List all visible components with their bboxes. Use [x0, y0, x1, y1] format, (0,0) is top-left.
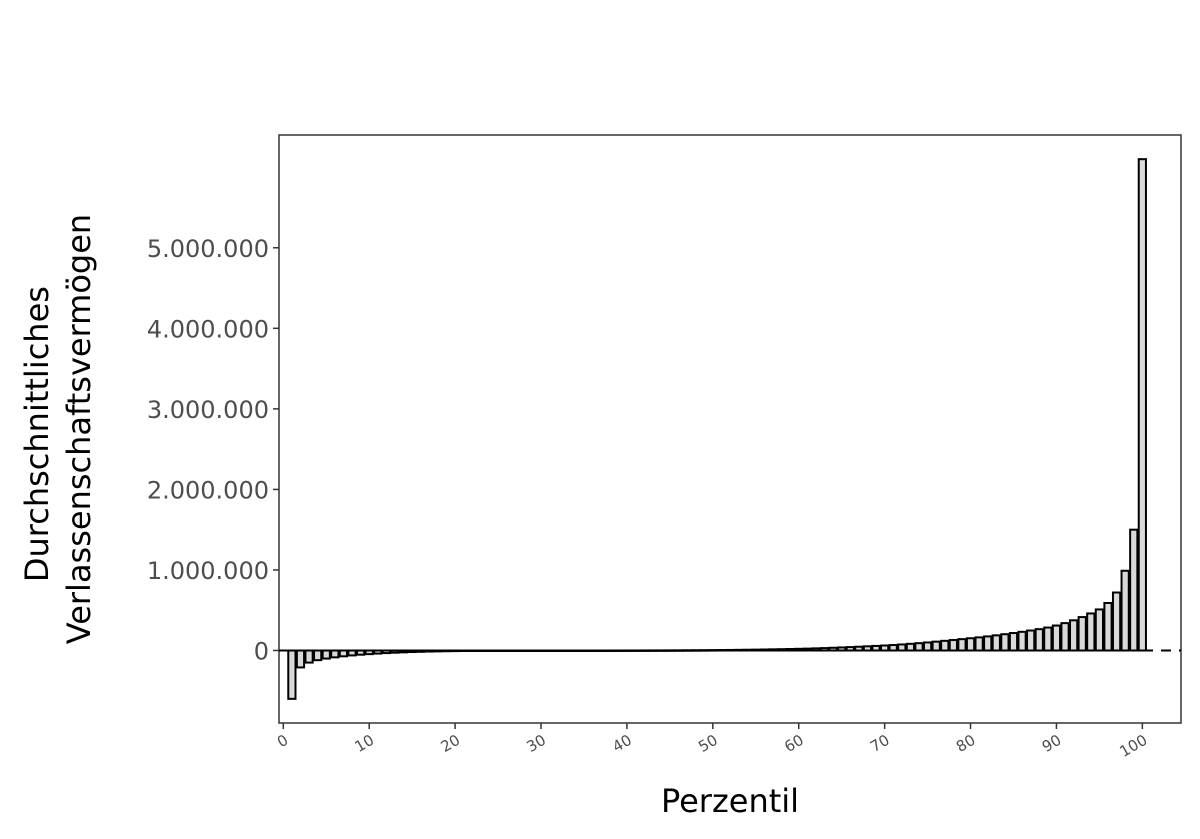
bars	[287, 158, 1147, 700]
bar-p86	[1017, 630, 1027, 652]
bar-p70	[880, 644, 890, 652]
bar-p7	[338, 649, 349, 658]
bar-p39	[613, 649, 623, 652]
bar-p3	[304, 649, 314, 664]
x-tick-label: 50	[695, 731, 721, 756]
y-axis-title-line-1: Durchschnittliches	[18, 286, 56, 582]
bar-p12	[381, 649, 391, 655]
x-tick-label: 30	[523, 731, 549, 756]
bar-p73	[905, 642, 916, 652]
x-tick-label: 20	[438, 731, 464, 756]
bar-p75	[922, 641, 933, 652]
bar-p77	[940, 639, 950, 652]
bar-p2	[295, 649, 306, 669]
x-tick-label: 40	[609, 731, 635, 756]
bar-p4	[313, 649, 323, 662]
bar-p43	[648, 649, 658, 652]
bar-p87	[1026, 629, 1036, 652]
bar-p97	[1111, 591, 1122, 652]
x-tick-label: 10	[352, 731, 378, 756]
bar-p68	[862, 645, 873, 652]
bar-p41	[630, 649, 641, 652]
bar-p6	[330, 649, 340, 659]
bar-p98	[1120, 569, 1130, 652]
bar-p89	[1043, 626, 1053, 652]
y-axis-title: Durchschnittliches Verlassenschaftsvermö…	[18, 214, 98, 644]
bar-p99	[1129, 528, 1139, 652]
x-axis-title: Perzentil	[661, 782, 799, 820]
bar-p5	[321, 649, 331, 660]
y-axis-title-line-2: Verlassenschaftsvermögen	[60, 214, 98, 644]
bar-p100	[1137, 158, 1147, 652]
bar-p62	[811, 647, 821, 652]
bar-p18	[433, 649, 443, 653]
x-tick-label: 60	[781, 731, 807, 756]
panel-border	[278, 134, 1182, 724]
x-tick-label: 100	[1117, 731, 1151, 761]
bar-p66	[845, 646, 855, 652]
bar-p81	[974, 636, 984, 652]
x-tick-label: 90	[1039, 731, 1065, 756]
y-axis: 0 1.000.000 2.000.000 3.000.000 4.000.000 5.0…	[147, 235, 279, 666]
x-tick-label: 70	[867, 731, 893, 756]
bar-p1	[287, 649, 297, 700]
bar-p76	[931, 640, 941, 652]
y-tick-label: 1.000.000	[147, 557, 269, 585]
y-tick-label: 0	[254, 638, 269, 666]
y-tick-label: 4.000.000	[147, 315, 269, 343]
bar-p95	[1094, 608, 1104, 652]
x-tick-label: 80	[953, 731, 979, 756]
x-tick-label: 0	[274, 731, 291, 751]
bar-p93	[1077, 616, 1087, 652]
bar-p45	[665, 649, 675, 652]
bar-p94	[1086, 612, 1096, 652]
bar-p92	[1069, 619, 1079, 652]
bar-p79	[957, 638, 967, 652]
y-tick-label: 2.000.000	[147, 476, 269, 504]
bar-p82	[983, 635, 993, 652]
y-tick-label: 3.000.000	[147, 396, 269, 424]
x-axis: 0 10 20 30 40 50 60 70 80 90 100	[274, 723, 1150, 761]
bar-p20	[450, 649, 460, 653]
bar-p88	[1034, 628, 1044, 652]
bar-p80	[965, 637, 976, 652]
bar-p22	[467, 649, 477, 653]
bar-p91	[1060, 622, 1070, 652]
bar-p78	[948, 639, 958, 652]
bar-p85	[1008, 632, 1019, 652]
bar-p64	[828, 646, 838, 652]
y-tick-label: 5.000.000	[147, 235, 269, 263]
bar-p90	[1051, 624, 1062, 652]
bar-p84	[1000, 633, 1010, 652]
bar-p74	[914, 642, 924, 652]
bar-p83	[991, 634, 1001, 652]
bar-p96	[1103, 601, 1113, 652]
bar-p72	[897, 643, 907, 652]
